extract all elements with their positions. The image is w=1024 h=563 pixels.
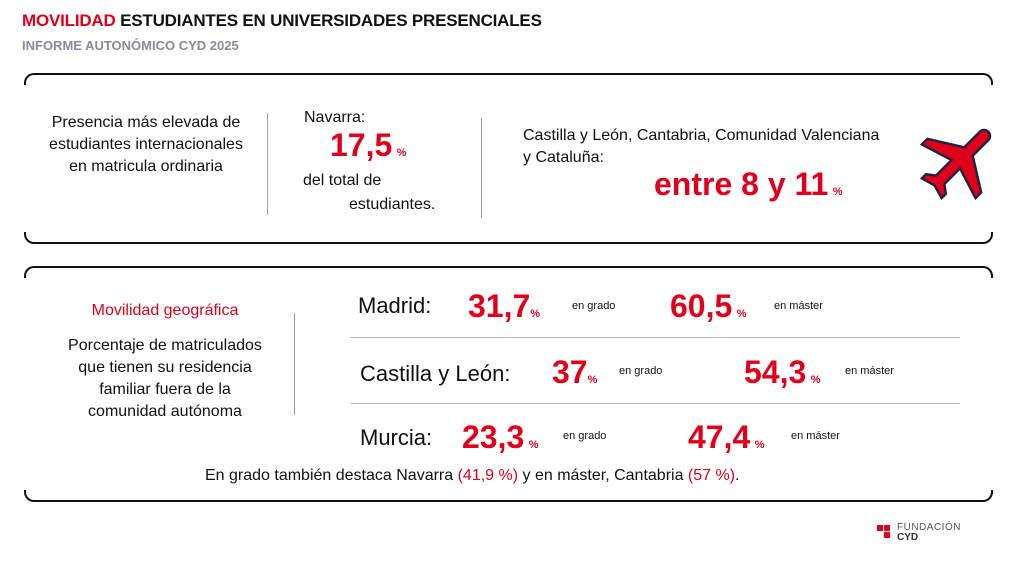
navarra-value: 17,5 % bbox=[330, 127, 407, 164]
row-divider bbox=[350, 403, 960, 404]
navarra-text-2: estudiantes. bbox=[349, 196, 436, 213]
regions-value: entre 8 y 11 % bbox=[654, 166, 843, 203]
airplane-icon bbox=[919, 128, 992, 201]
grado-label: en grado bbox=[619, 365, 663, 377]
percent-sign: % bbox=[736, 308, 747, 320]
master-label: en máster bbox=[791, 430, 840, 442]
logo-squares-icon bbox=[877, 525, 890, 538]
cantabria-value: (57 %) bbox=[687, 467, 736, 484]
grado-label: en grado bbox=[572, 300, 616, 312]
percent-sign: % bbox=[396, 147, 407, 159]
box2-bottom-border bbox=[24, 490, 993, 502]
value: 47,4 bbox=[688, 419, 751, 455]
murcia-master: 47,4 % bbox=[688, 419, 765, 456]
row-city-murcia: Murcia: bbox=[360, 425, 433, 450]
title-rest: ESTUDIANTES EN UNIVERSIDADES PRESENCIALE… bbox=[115, 11, 542, 30]
percent-sign: % bbox=[832, 186, 843, 198]
madrid-master: 60,5 % bbox=[670, 288, 747, 325]
madrid-grado: 31,7% bbox=[468, 288, 540, 325]
master-label: en máster bbox=[845, 365, 894, 377]
text: y en máster, Cantabria bbox=[518, 467, 688, 484]
navarra-label: Navarra: bbox=[304, 109, 366, 126]
text: . bbox=[735, 467, 740, 484]
box1-top-border bbox=[24, 73, 993, 85]
intl-presence-text: Presencia más elevada de estudiantes int… bbox=[49, 114, 243, 175]
castilla-master: 54,3 % bbox=[744, 354, 821, 391]
percent-sign: % bbox=[587, 374, 598, 386]
percent-sign: % bbox=[810, 374, 821, 386]
logo-line1: FUNDACIÓN bbox=[897, 522, 961, 533]
divider bbox=[267, 113, 268, 215]
percent-sign: % bbox=[530, 308, 541, 320]
row-divider bbox=[350, 337, 960, 338]
percent-sign: % bbox=[528, 439, 539, 451]
page-subtitle: INFORME AUTONÓMICO CYD 2025 bbox=[22, 38, 239, 53]
regions-number: entre 8 y 11 bbox=[654, 166, 829, 202]
regions-text: Castilla y León, Cantabria, Comunidad Va… bbox=[523, 127, 880, 166]
box2-top-border bbox=[24, 266, 993, 278]
value: 31,7 bbox=[468, 288, 531, 324]
murcia-grado: 23,3 % bbox=[462, 419, 539, 456]
navarra-text-1: del total de bbox=[303, 172, 382, 189]
mobility-description: Porcentaje de matriculados que tienen su… bbox=[68, 337, 262, 420]
box1-bottom-border bbox=[24, 232, 993, 244]
percent-sign: % bbox=[754, 439, 765, 451]
divider bbox=[481, 118, 482, 218]
master-label: en máster bbox=[774, 300, 823, 312]
value: 60,5 bbox=[670, 288, 733, 324]
row-city-madrid: Madrid: bbox=[358, 293, 432, 318]
mobility-heading: Movilidad geográfica bbox=[91, 302, 239, 319]
value: 23,3 bbox=[462, 419, 525, 455]
grado-label: en grado bbox=[563, 430, 607, 442]
divider bbox=[294, 313, 295, 415]
castilla-grado: 37% bbox=[552, 354, 597, 391]
row-city-castilla: Castilla y León: bbox=[360, 361, 511, 386]
page-title: MOVILIDAD ESTUDIANTES EN UNIVERSIDADES P… bbox=[22, 11, 542, 31]
text: En grado también destaca Navarra bbox=[205, 467, 458, 484]
value: 37 bbox=[552, 354, 588, 390]
navarra-value: (41,9 %) bbox=[457, 467, 519, 484]
logo-line2: CYD bbox=[897, 532, 919, 543]
footer-note: En grado también destaca Navarra (41,9 %… bbox=[205, 467, 740, 485]
title-highlight: MOVILIDAD bbox=[22, 11, 116, 30]
value: 54,3 bbox=[744, 354, 807, 390]
navarra-number: 17,5 bbox=[330, 127, 393, 163]
